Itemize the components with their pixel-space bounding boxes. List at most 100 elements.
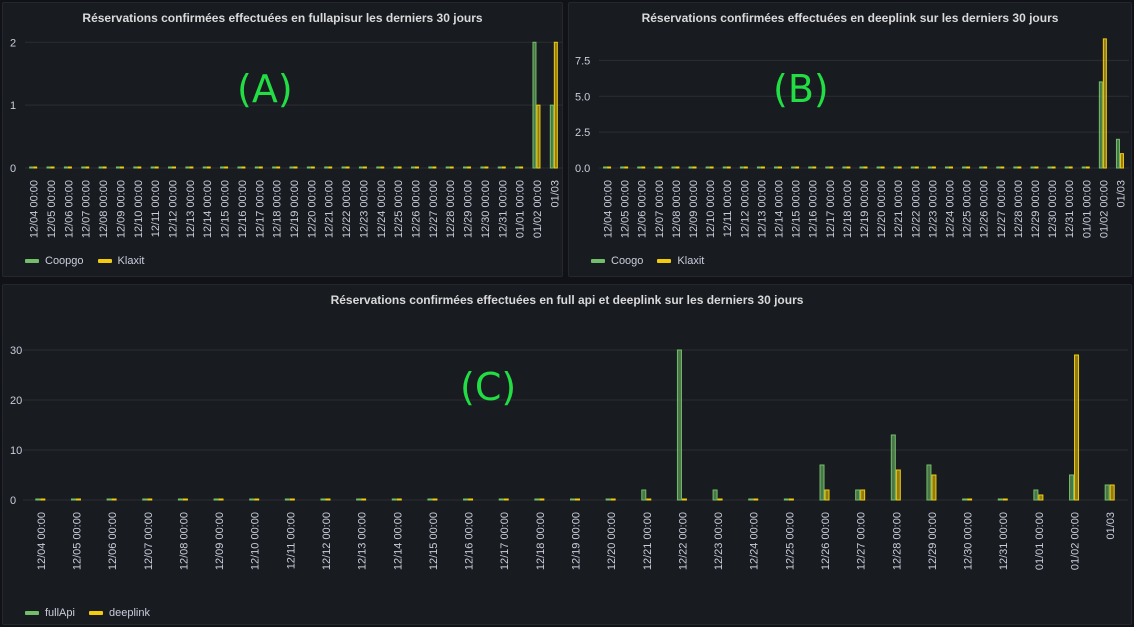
bar-fullapi xyxy=(249,498,255,501)
bar-klaxit xyxy=(760,166,765,169)
bar-deeplink xyxy=(539,498,545,501)
bar-klaxit xyxy=(795,166,800,169)
bar-klaxit xyxy=(102,166,107,169)
bar-fullapi xyxy=(570,498,575,501)
chart-legend: fullApi deeplink xyxy=(25,607,150,619)
bar-klaxit xyxy=(1102,38,1107,169)
bar-klaxit xyxy=(1034,166,1039,169)
x-tick-label: 12/24 00:00 xyxy=(376,180,388,238)
bar-coopgo xyxy=(115,166,120,169)
bar-klaxit xyxy=(449,166,454,169)
x-tick-label: 12/30 00:00 xyxy=(1047,180,1059,238)
bar-deeplink xyxy=(824,489,830,501)
bar-klaxit xyxy=(948,166,953,169)
bar-coopgo xyxy=(168,166,173,169)
bar-fullapi xyxy=(70,498,76,501)
bar-coogo xyxy=(756,166,761,169)
bar-klaxit xyxy=(536,104,541,169)
x-tick-label: 12/16 00:00 xyxy=(464,512,476,570)
bar-deeplink xyxy=(111,498,117,501)
bar-fullapi xyxy=(427,498,433,501)
bar-deeplink xyxy=(575,498,580,501)
bar-coopgo xyxy=(98,166,103,169)
bar-coogo xyxy=(654,166,659,169)
bar-klaxit xyxy=(1068,166,1073,169)
bar-klaxit xyxy=(966,166,971,169)
x-tick-label: 12/11 00:00 xyxy=(150,180,162,237)
x-tick-label: 12/13 00:00 xyxy=(185,180,197,238)
x-tick-label: 12/17 00:00 xyxy=(825,180,837,238)
legend-item-coogo[interactable]: Coogo xyxy=(591,255,643,267)
x-tick-label: 01/02 00:00 xyxy=(1098,180,1110,238)
bar-coogo xyxy=(910,166,915,169)
bar-fullapi xyxy=(641,489,647,501)
bar-klaxit xyxy=(362,166,367,169)
x-tick-label: 12/26 00:00 xyxy=(820,512,832,570)
bar-coogo xyxy=(620,166,625,169)
x-tick-label: 12/22 00:00 xyxy=(677,512,689,570)
chart-panel-fullapi: Réservations confirmées effectuées en fu… xyxy=(2,2,563,277)
x-tick-label: 12/13 00:00 xyxy=(357,512,369,570)
bar-fullapi xyxy=(284,498,290,501)
bar-klaxit xyxy=(154,166,159,169)
bar-coopgo xyxy=(358,166,363,169)
x-tick-label: 12/25 00:00 xyxy=(784,512,796,570)
x-tick-label: 12/18 00:00 xyxy=(535,512,547,570)
bar-coopgo xyxy=(480,166,485,169)
x-tick-label: 12/29 00:00 xyxy=(927,512,939,570)
x-tick-label: 12/27 00:00 xyxy=(428,180,440,238)
bar-fullapi xyxy=(962,498,968,501)
x-tick-label: 12/23 00:00 xyxy=(713,512,725,570)
bar-fullapi xyxy=(320,498,326,501)
bar-fullapi xyxy=(35,498,41,501)
legend-item-klaxit[interactable]: Klaxit xyxy=(97,255,144,267)
bar-deeplink xyxy=(1109,484,1115,501)
legend-item-fullapi[interactable]: fullApi xyxy=(25,607,75,619)
legend-item-deeplink[interactable]: deeplink xyxy=(88,607,150,619)
x-tick-label: 12/19 00:00 xyxy=(859,180,871,238)
y-tick-label: 1 xyxy=(10,100,16,112)
x-tick-label: 12/15 00:00 xyxy=(428,512,440,570)
bar-klaxit xyxy=(137,166,142,169)
legend-label: Klaxit xyxy=(677,255,705,267)
bar-coopgo xyxy=(410,166,415,169)
y-tick-label: 10 xyxy=(10,445,22,457)
x-tick-label: 12/08 00:00 xyxy=(178,512,190,570)
bar-coopgo xyxy=(445,166,450,169)
bar-klaxit xyxy=(310,166,315,169)
x-tick-label: 12/18 00:00 xyxy=(272,180,284,238)
bar-klaxit xyxy=(241,166,246,169)
x-tick-label: 12/09 00:00 xyxy=(214,512,226,570)
bar-coopgo xyxy=(220,166,225,169)
bar-coogo xyxy=(637,166,642,169)
x-tick-label: 12/26 00:00 xyxy=(410,180,422,238)
bar-klaxit xyxy=(224,166,229,169)
bar-deeplink xyxy=(75,498,81,501)
x-tick-label: 12/21 00:00 xyxy=(893,180,905,238)
bar-deeplink xyxy=(182,498,188,501)
bar-fullapi xyxy=(498,498,504,501)
bar-fullapi xyxy=(142,498,148,501)
legend-swatch xyxy=(25,259,39,263)
bar-fullapi xyxy=(106,498,112,501)
legend-item-klaxit[interactable]: Klaxit xyxy=(657,255,704,267)
x-tick-label: 12/12 00:00 xyxy=(168,180,180,238)
bar-coopgo xyxy=(341,166,346,169)
x-tick-label: 12/09 00:00 xyxy=(115,180,127,238)
bar-coopgo xyxy=(237,166,242,169)
x-tick-label: 12/08 00:00 xyxy=(98,180,110,238)
x-tick-label: 12/30 00:00 xyxy=(963,512,975,570)
bar-deeplink xyxy=(289,498,295,501)
bar-coogo xyxy=(603,166,608,169)
bar-klaxit xyxy=(675,166,680,169)
bar-klaxit xyxy=(432,166,437,169)
bar-coopgo xyxy=(254,166,259,169)
legend-item-coopgo[interactable]: Coopgo xyxy=(25,255,84,267)
bar-fullapi xyxy=(997,498,1003,501)
x-tick-label: 12/28 00:00 xyxy=(445,180,457,238)
y-tick-label: 2.5 xyxy=(575,127,590,139)
x-tick-label: 12/05 00:00 xyxy=(46,180,58,238)
annotation-label-c: (C) xyxy=(460,365,517,409)
bar-fullapi xyxy=(1033,489,1039,501)
x-tick-label: 12/28 00:00 xyxy=(891,512,903,570)
